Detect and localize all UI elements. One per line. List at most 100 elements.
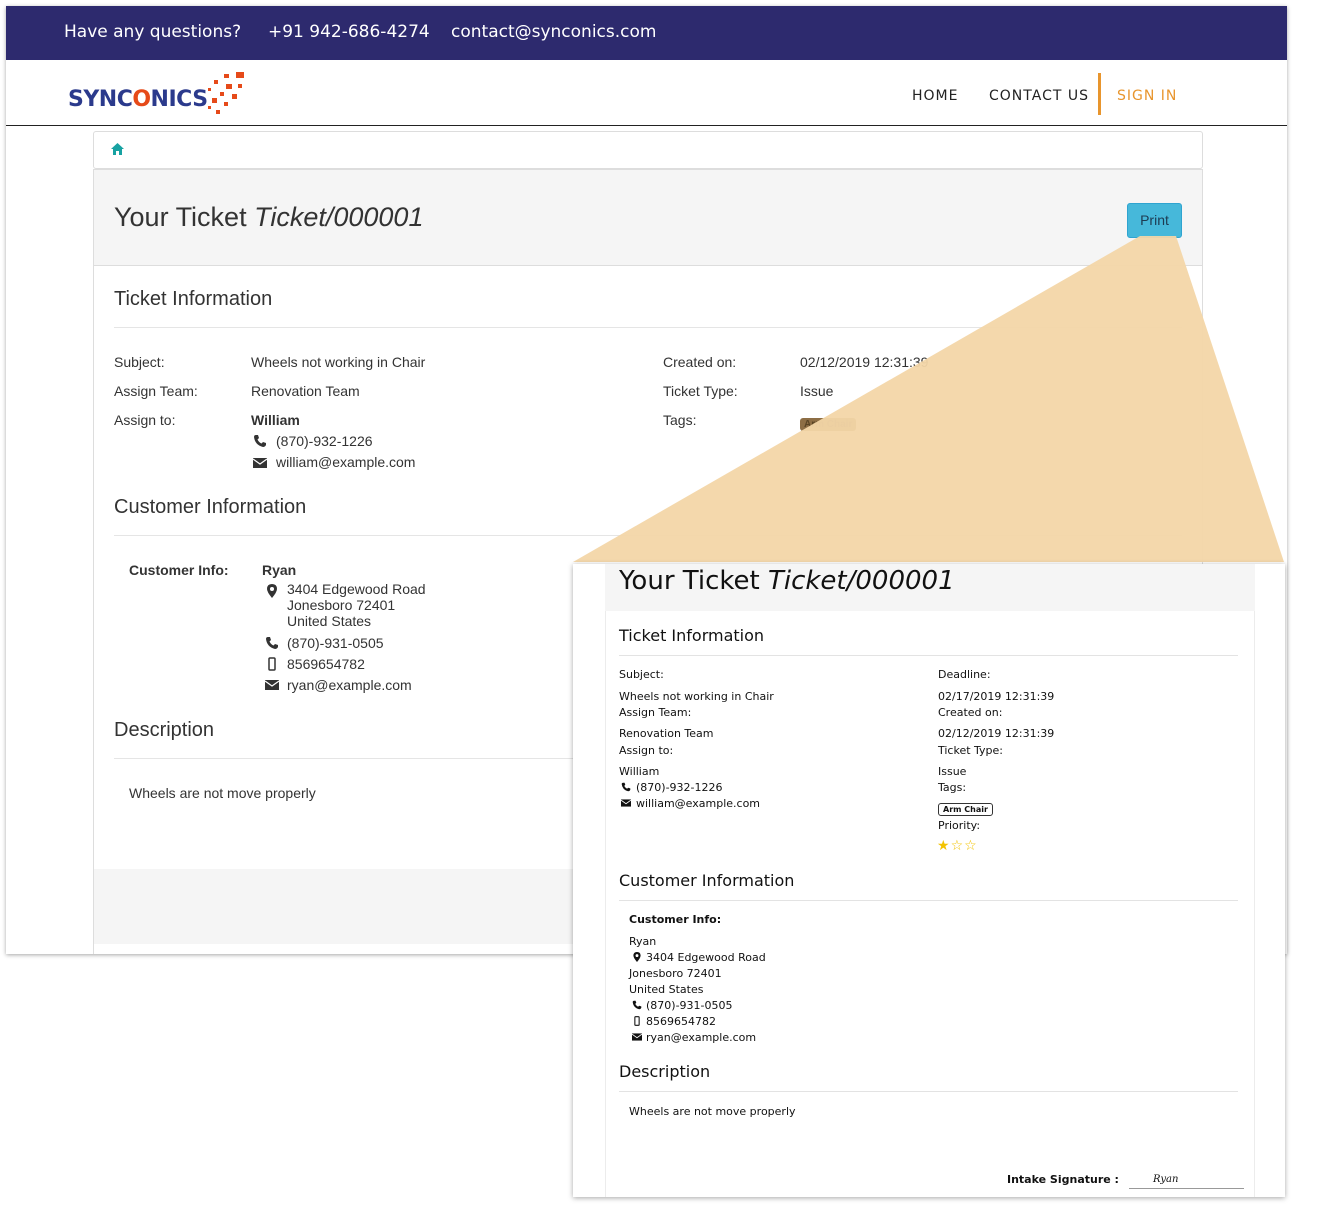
questions-text: Have any questions? [64,22,242,42]
envelope-icon [621,799,631,807]
print-assign-label: Assign to: [619,744,674,757]
print-assignee-email: william@example.com [636,797,761,810]
assign-team-label: Assign Team: [114,383,198,399]
assignee-phone: (870)-932-1226 [276,433,373,449]
print-customer-street: 3404 Edgewood Road [646,951,766,964]
envelope-icon [265,680,279,690]
print-subject-value: Wheels not working in Chair [619,690,774,703]
print-title: Your Ticket Ticket/000001 [619,566,955,596]
print-preview: Your Ticket Ticket/000001 Ticket Informa… [573,564,1285,1197]
synconics-logo[interactable]: SYNCONICS [68,70,258,122]
print-customer-email: ryan@example.com [646,1031,757,1044]
assign-team-value: Renovation Team [251,383,360,399]
print-assignee-phone: (870)-932-1226 [636,781,723,794]
navbar: SYNCONICS HOME CONTACT US SIGN IN [6,60,1287,126]
logo-squares-icon [208,72,244,114]
ticket-header: Your Ticket Ticket/000001 Print [94,170,1202,266]
print-customer-name: Ryan [629,935,657,948]
signature-image: Ryan [1153,1174,1179,1185]
star-filled-icon: ★ [937,838,951,854]
assignee-name: William [251,412,300,428]
customer-info-heading: Customer Information [114,496,307,518]
print-created-value: 02/12/2019 12:31:39 [938,727,1055,740]
page-edge [1254,564,1255,1197]
customer-phone: (870)-931-0505 [287,635,384,651]
print-tags-label: Tags: [938,781,967,794]
print-customer-phone: (870)-931-0505 [646,999,733,1012]
divider [619,655,1238,656]
print-assignee: William [619,765,660,778]
print-created-label: Created on: [938,706,1003,719]
print-team-value: Renovation Team [619,727,714,740]
print-type-label: Ticket Type: [938,744,1004,757]
print-customer-label: Customer Info: [629,913,722,926]
phone-icon [254,435,266,447]
customer-mobile: 8569654782 [287,656,365,672]
created-value: 02/12/2019 12:31:39 [800,354,929,370]
priority-stars: ★☆☆ [937,838,978,854]
created-label: Created on: [663,354,737,370]
ticket-type-label: Ticket Type: [663,383,738,399]
print-customer-mobile: 8569654782 [646,1015,716,1028]
print-header [605,564,1255,611]
contact-phone[interactable]: +91 942-686-4274 [268,22,430,42]
signature-label: Intake Signature : [1007,1173,1119,1186]
mobile-icon [268,657,276,671]
print-deadline-value: 02/17/2019 12:31:39 [938,690,1055,703]
print-team-label: Assign Team: [619,706,692,719]
envelope-icon [632,1033,642,1041]
phone-icon [266,637,278,649]
nav-contact-us[interactable]: CONTACT US [989,88,1089,104]
star-empty-icon: ☆ [950,838,965,854]
print-ticket-info-heading: Ticket Information [619,626,765,645]
ticket-type-value: Issue [800,383,834,399]
contact-email[interactable]: contact@synconics.com [451,22,657,42]
phone-icon [621,782,631,792]
nav-sign-in[interactable]: SIGN IN [1117,88,1178,104]
customer-email[interactable]: ryan@example.com [287,677,412,693]
divider [619,1091,1238,1092]
ticket-number: Ticket/000001 [254,202,424,232]
customer-country: United States [287,613,372,629]
nav-home[interactable]: HOME [912,88,959,104]
print-tag-badge: Arm Chair [938,803,993,816]
print-description-heading: Description [619,1062,711,1081]
nav-divider [1098,73,1101,115]
ticket-info-heading: Ticket Information [114,288,273,310]
map-marker-icon [633,952,641,962]
map-marker-icon [267,584,277,598]
description-text: Wheels are not move properly [129,785,316,801]
subject-value: Wheels not working in Chair [251,354,426,370]
page-title: Your Ticket Ticket/000001 [114,202,424,232]
page-edge [605,564,606,1197]
assign-to-label: Assign to: [114,412,176,428]
print-subject-label: Subject: [619,668,664,681]
print-customer-city: Jonesboro 72401 [629,967,722,980]
breadcrumb [93,131,1203,169]
print-priority-label: Priority: [938,819,981,832]
signature-line [1129,1188,1244,1189]
star-empty-icon: ☆ [964,838,978,854]
mobile-icon [634,1016,640,1026]
logo-wordmark: SYNCONICS [68,87,208,112]
customer-city: Jonesboro 72401 [287,597,396,613]
envelope-icon [253,458,267,468]
customer-name: Ryan [262,562,297,578]
customer-info-label: Customer Info: [129,562,229,578]
assignee-email[interactable]: william@example.com [276,454,416,470]
divider [619,900,1238,901]
print-customer-heading: Customer Information [619,871,795,890]
print-customer-country: United States [629,983,704,996]
description-heading: Description [114,719,215,741]
phone-icon [632,1000,642,1010]
home-icon[interactable] [111,143,124,155]
print-deadline-label: Deadline: [938,668,991,681]
tags-label: Tags: [663,412,697,428]
customer-street: 3404 Edgewood Road [287,581,426,597]
print-button[interactable]: Print [1127,203,1182,238]
print-description-text: Wheels are not move properly [629,1105,796,1118]
divider [114,327,1182,328]
print-type-value: Issue [938,765,967,778]
subject-label: Subject: [114,354,165,370]
